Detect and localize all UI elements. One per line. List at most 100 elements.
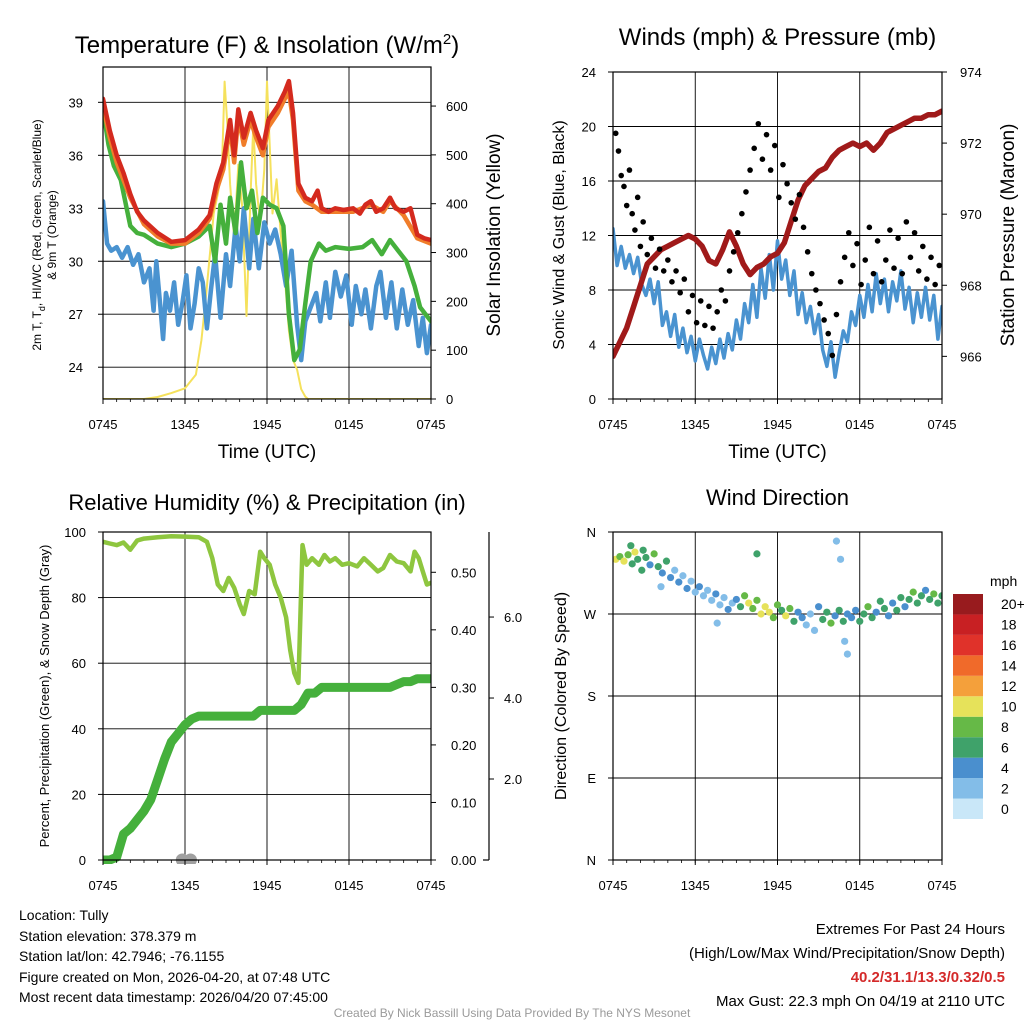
direction-point bbox=[810, 626, 819, 635]
direction-point bbox=[893, 606, 901, 614]
colorbar-swatch bbox=[953, 757, 983, 779]
gust-point bbox=[796, 191, 803, 198]
y2-tick-label: 0.40 bbox=[451, 623, 476, 638]
gust-point bbox=[618, 172, 625, 179]
gust-point bbox=[613, 130, 619, 137]
direction-point bbox=[628, 560, 636, 568]
y-tick-label: 24 bbox=[582, 65, 596, 80]
direction-point bbox=[634, 555, 642, 563]
gust-point bbox=[870, 270, 877, 277]
direction-point bbox=[745, 599, 753, 607]
direction-point bbox=[627, 542, 635, 550]
x-tick-label: 0745 bbox=[599, 878, 628, 893]
gust-point bbox=[858, 281, 864, 288]
gust-point bbox=[784, 180, 790, 187]
y-tick-label: 27 bbox=[69, 307, 83, 322]
direction-point bbox=[921, 586, 930, 594]
gust-point bbox=[866, 224, 873, 231]
direction-point bbox=[917, 592, 926, 600]
gust-point bbox=[813, 287, 819, 293]
direction-point bbox=[691, 588, 699, 596]
elevation-text: Station elevation: 378.379 m bbox=[19, 927, 197, 944]
direction-point bbox=[884, 612, 893, 620]
gust-point bbox=[808, 270, 815, 277]
direction-point bbox=[839, 617, 847, 625]
gust-point bbox=[907, 254, 914, 261]
gust-point bbox=[833, 311, 840, 318]
direction-point bbox=[827, 619, 835, 627]
gust-point bbox=[626, 167, 633, 173]
direction-point bbox=[841, 637, 849, 645]
direction-point bbox=[687, 577, 695, 585]
gust-point bbox=[800, 224, 807, 231]
panel-rh: 0 20 40 60 80 100 0.00 0.10 0.20 0.30 0.40 0.50 2.0 4… bbox=[37, 490, 522, 893]
direction-point bbox=[901, 603, 909, 611]
panel-wind: 0 4 8 12 16 20 24 966 968 970 972 974 0745 1345 1945 01… bbox=[551, 24, 1019, 463]
y-tick-label: 20 bbox=[72, 787, 86, 802]
y-tick-label: E bbox=[587, 771, 596, 786]
gust-point bbox=[895, 235, 901, 242]
direction-point bbox=[749, 604, 757, 613]
series-dew-point bbox=[103, 107, 431, 363]
direction-point bbox=[695, 583, 703, 591]
gust-point bbox=[702, 322, 708, 329]
gust-point bbox=[693, 319, 700, 326]
extremes-title: Extremes For Past 24 Hours bbox=[815, 921, 1005, 938]
gust-point bbox=[776, 194, 782, 201]
y-tick-label: 36 bbox=[69, 148, 83, 163]
y-tick-label: 0 bbox=[589, 392, 596, 407]
series-station-pressure bbox=[613, 108, 942, 360]
direction-point bbox=[864, 603, 872, 611]
gust-point bbox=[780, 161, 786, 168]
chart-title: Temperature (F) & Insolation (W/m2) bbox=[75, 31, 459, 59]
colorbar-label: 8 bbox=[1001, 719, 1009, 735]
direction-point bbox=[847, 614, 856, 622]
y2-tick-label: 200 bbox=[446, 294, 468, 309]
y-tick-label: 39 bbox=[69, 95, 83, 110]
y2-tick-label: 600 bbox=[446, 99, 468, 114]
direction-point bbox=[802, 621, 810, 629]
gust-point bbox=[747, 167, 753, 173]
y2-tick-label: 0.10 bbox=[451, 795, 476, 810]
y2-tick-label: 100 bbox=[446, 343, 468, 358]
colorbar-swatch bbox=[953, 634, 983, 656]
y-axis-label: Percent, Precipitation (Green), & Snow D… bbox=[37, 545, 52, 848]
direction-point bbox=[782, 612, 790, 620]
gust-point bbox=[911, 229, 918, 236]
extremes-values: 40.2/31.1/13.3/0.32/0.5 bbox=[850, 969, 1005, 986]
colorbar-label: 16 bbox=[1001, 637, 1017, 653]
y-tick-label: 8 bbox=[589, 283, 596, 298]
y-axis-label-line2: & 9m T (Orange) bbox=[45, 190, 59, 280]
gust-point bbox=[615, 148, 622, 154]
y-tick-label: 20 bbox=[582, 120, 596, 135]
direction-point bbox=[868, 614, 876, 622]
gust-point bbox=[837, 279, 844, 285]
x-tick-label: 0145 bbox=[845, 878, 874, 893]
gust-point bbox=[629, 210, 635, 217]
series-sonic-wind bbox=[613, 226, 942, 379]
x-tick-label: 0145 bbox=[335, 417, 364, 432]
station-info: Location: Tully Station elevation: 378.3… bbox=[19, 905, 330, 1008]
gust-point bbox=[730, 249, 737, 255]
gust-point bbox=[841, 254, 848, 261]
direction-point bbox=[708, 596, 716, 604]
gust-point bbox=[623, 202, 630, 209]
direction-point bbox=[938, 592, 942, 600]
direction-point bbox=[786, 604, 794, 613]
y-tick-label: 80 bbox=[72, 591, 86, 606]
direction-point bbox=[624, 551, 632, 559]
x-tick-label: 0745 bbox=[928, 878, 957, 893]
gust-point bbox=[739, 210, 745, 217]
gust-point bbox=[862, 257, 869, 263]
direction-point bbox=[852, 606, 860, 614]
x-tick-label: 0745 bbox=[89, 878, 118, 893]
series-relative-humidity bbox=[103, 534, 431, 686]
y2-axis-label: Station Pressure (Maroon) bbox=[998, 124, 1019, 347]
gust-point bbox=[903, 219, 910, 225]
x-tick-label: 1945 bbox=[253, 417, 282, 432]
series-hi-wc bbox=[103, 198, 431, 363]
direction-point bbox=[683, 584, 691, 593]
gust-point bbox=[850, 262, 856, 269]
series-precipitation bbox=[103, 674, 431, 864]
y2-tick-label: 0.00 bbox=[451, 853, 476, 868]
